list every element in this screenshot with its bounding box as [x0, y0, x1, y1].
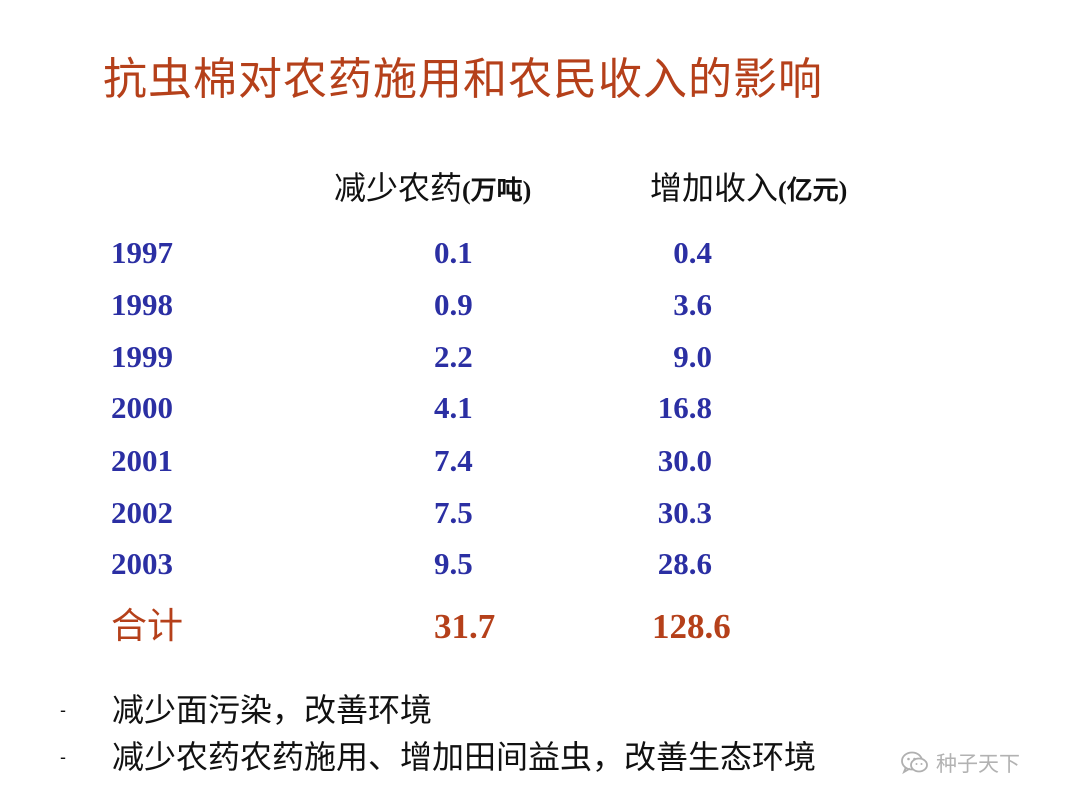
year-cell: 1999 — [111, 339, 173, 374]
column-header-pesticide-label: 减少农药 — [334, 169, 463, 207]
total-row: 合计 31.7 128.6 — [0, 607, 1080, 647]
pesticide-cell: 2.2 — [434, 339, 473, 374]
pesticide-cell: 4.1 — [434, 390, 473, 425]
income-cell: 30.3 — [657, 495, 712, 530]
total-pesticide: 31.7 — [434, 607, 496, 646]
year-cell: 1998 — [111, 287, 173, 322]
table-row: 2001 7.4 30.0 — [0, 441, 1080, 481]
year-cell: 2000 — [111, 390, 173, 425]
total-label: 合计 — [111, 606, 184, 647]
year-cell: 2003 — [111, 546, 173, 581]
bullet-text: 减少农药农药施用、增加田间益虫，改善生态环境 — [112, 738, 817, 776]
column-header-income-label: 增加收入 — [650, 169, 779, 207]
year-cell: 2002 — [111, 495, 173, 530]
income-cell: 0.4 — [673, 235, 712, 270]
column-header-pesticide: 减少农药(万吨) — [334, 172, 531, 204]
slide-title: 抗虫棉对农药施用和农民收入的影响 — [103, 54, 823, 105]
table-row: 2000 4.1 16.8 — [0, 388, 1080, 428]
table-row: 1997 0.1 0.4 — [0, 233, 1080, 273]
pesticide-cell: 7.5 — [434, 495, 473, 530]
watermark-text: 种子天下 — [936, 752, 1020, 776]
column-header-income-unit: (亿元) — [778, 176, 848, 205]
table-row: 1998 0.9 3.6 — [0, 285, 1080, 325]
column-header-pesticide-unit: (万吨) — [462, 176, 532, 205]
income-cell: 9.0 — [673, 339, 712, 374]
total-income: 128.6 — [652, 607, 731, 646]
table-row: 2003 9.5 28.6 — [0, 544, 1080, 584]
pesticide-cell: 7.4 — [434, 443, 473, 478]
income-cell: 30.0 — [657, 443, 712, 478]
bullet-text: 减少面污染，改善环境 — [112, 691, 433, 729]
year-cell: 1997 — [111, 235, 173, 270]
table-row: 2002 7.5 30.3 — [0, 493, 1080, 533]
income-cell: 3.6 — [673, 287, 712, 322]
pesticide-cell: 0.1 — [434, 235, 473, 270]
watermark: 种子天下 — [900, 745, 1020, 781]
column-header-income: 增加收入(亿元) — [650, 172, 847, 204]
bullet-marker: - — [60, 700, 66, 720]
table-row: 1999 2.2 9.0 — [0, 337, 1080, 377]
income-cell: 28.6 — [657, 546, 712, 581]
income-cell: 16.8 — [657, 390, 712, 425]
pesticide-cell: 0.9 — [434, 287, 473, 322]
bullet-marker: - — [60, 747, 66, 767]
wechat-icon — [901, 751, 928, 775]
year-cell: 2001 — [111, 443, 173, 478]
pesticide-cell: 9.5 — [434, 546, 473, 581]
